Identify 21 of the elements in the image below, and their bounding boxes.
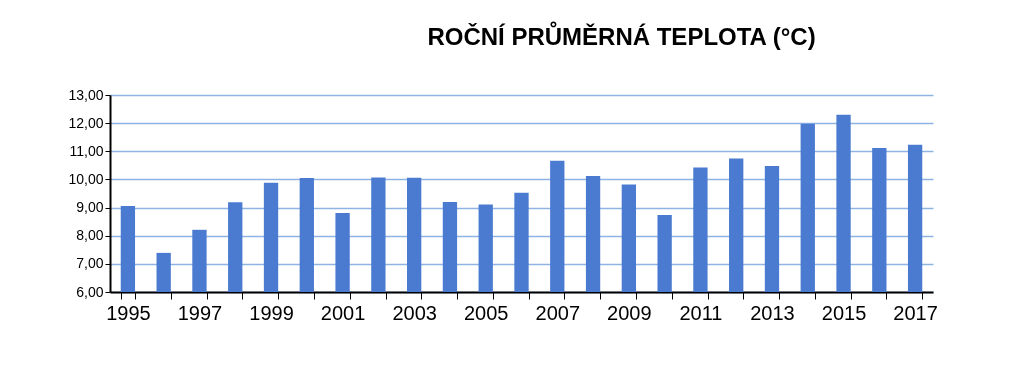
y-tick-label: 12,00 bbox=[68, 114, 104, 131]
x-tick-label: 2003 bbox=[392, 301, 437, 324]
x-tick-label: 2009 bbox=[607, 301, 652, 324]
x-tick-label: 2005 bbox=[463, 301, 509, 324]
x-tick-label: 2007 bbox=[535, 301, 581, 324]
x-tick-label: 2001 bbox=[320, 301, 366, 324]
x-tick-label: 2015 bbox=[821, 301, 867, 324]
y-tick-label: 11,00 bbox=[69, 142, 104, 159]
chart-title: ROČNÍ PRŮMĚRNÁ TEPLOTA (°C) bbox=[427, 21, 816, 50]
y-tick-label: 7,00 bbox=[76, 255, 104, 272]
y-tick-label: 6,00 bbox=[76, 283, 104, 300]
y-tick-label: 9,00 bbox=[76, 199, 104, 216]
x-tick-label: 1995 bbox=[106, 301, 151, 324]
x-tick-label: 2011 bbox=[679, 301, 723, 324]
y-tick-label: 13,00 bbox=[68, 86, 104, 103]
y-tick-label: 8,00 bbox=[76, 227, 104, 244]
x-tick-label: 1997 bbox=[177, 301, 223, 324]
x-tick-label: 1999 bbox=[249, 301, 294, 324]
x-tick-label: 2013 bbox=[750, 301, 795, 324]
y-tick-label: 10,00 bbox=[68, 170, 104, 187]
x-tick-label: 2017 bbox=[893, 301, 938, 324]
